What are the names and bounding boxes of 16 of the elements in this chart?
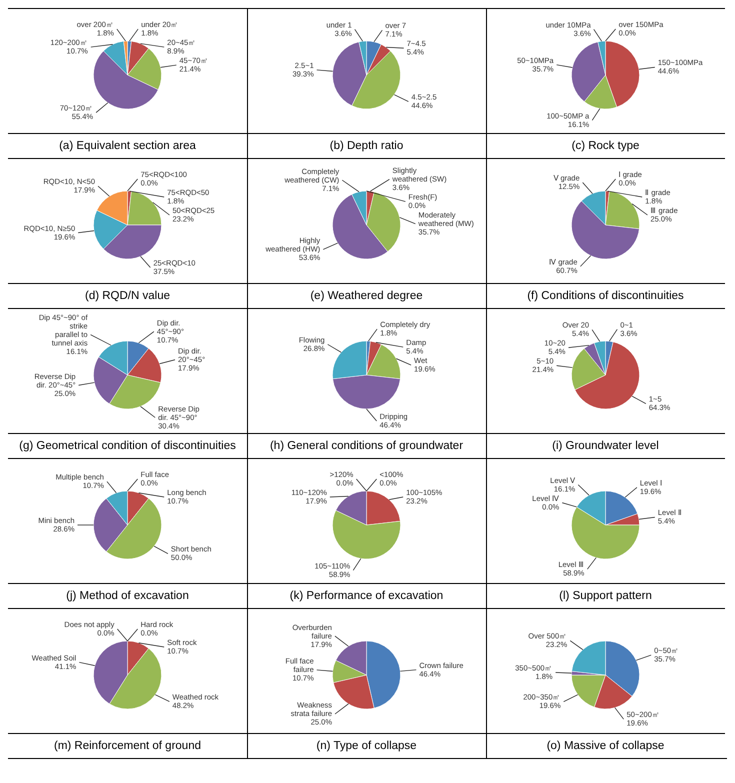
- text: (i) Groundwater level: [486, 433, 725, 458]
- text: (l) Support pattern: [486, 583, 725, 608]
- text: (d) RQD/N value: [8, 283, 247, 308]
- text: (h) General conditions of groundwater: [247, 433, 486, 458]
- text: (g) Geometrical condition of discontinuities: [8, 433, 247, 458]
- text: (k) Performance of excavation: [247, 583, 486, 608]
- text: (b) Depth ratio: [247, 133, 486, 158]
- text: (f) Conditions of discontinuities: [486, 283, 725, 308]
- text: (a) Equivalent section area: [8, 133, 247, 158]
- text: (e) Weathered degree: [247, 283, 486, 308]
- text: (o) Massive of collapse: [486, 733, 725, 758]
- text: (n) Type of collapse: [247, 733, 486, 758]
- text: (j) Method of excavation: [8, 583, 247, 608]
- text: (m) Reinforcement of ground: [8, 733, 247, 758]
- pie-slice: [574, 342, 640, 410]
- text: (c) Rock type: [486, 133, 725, 158]
